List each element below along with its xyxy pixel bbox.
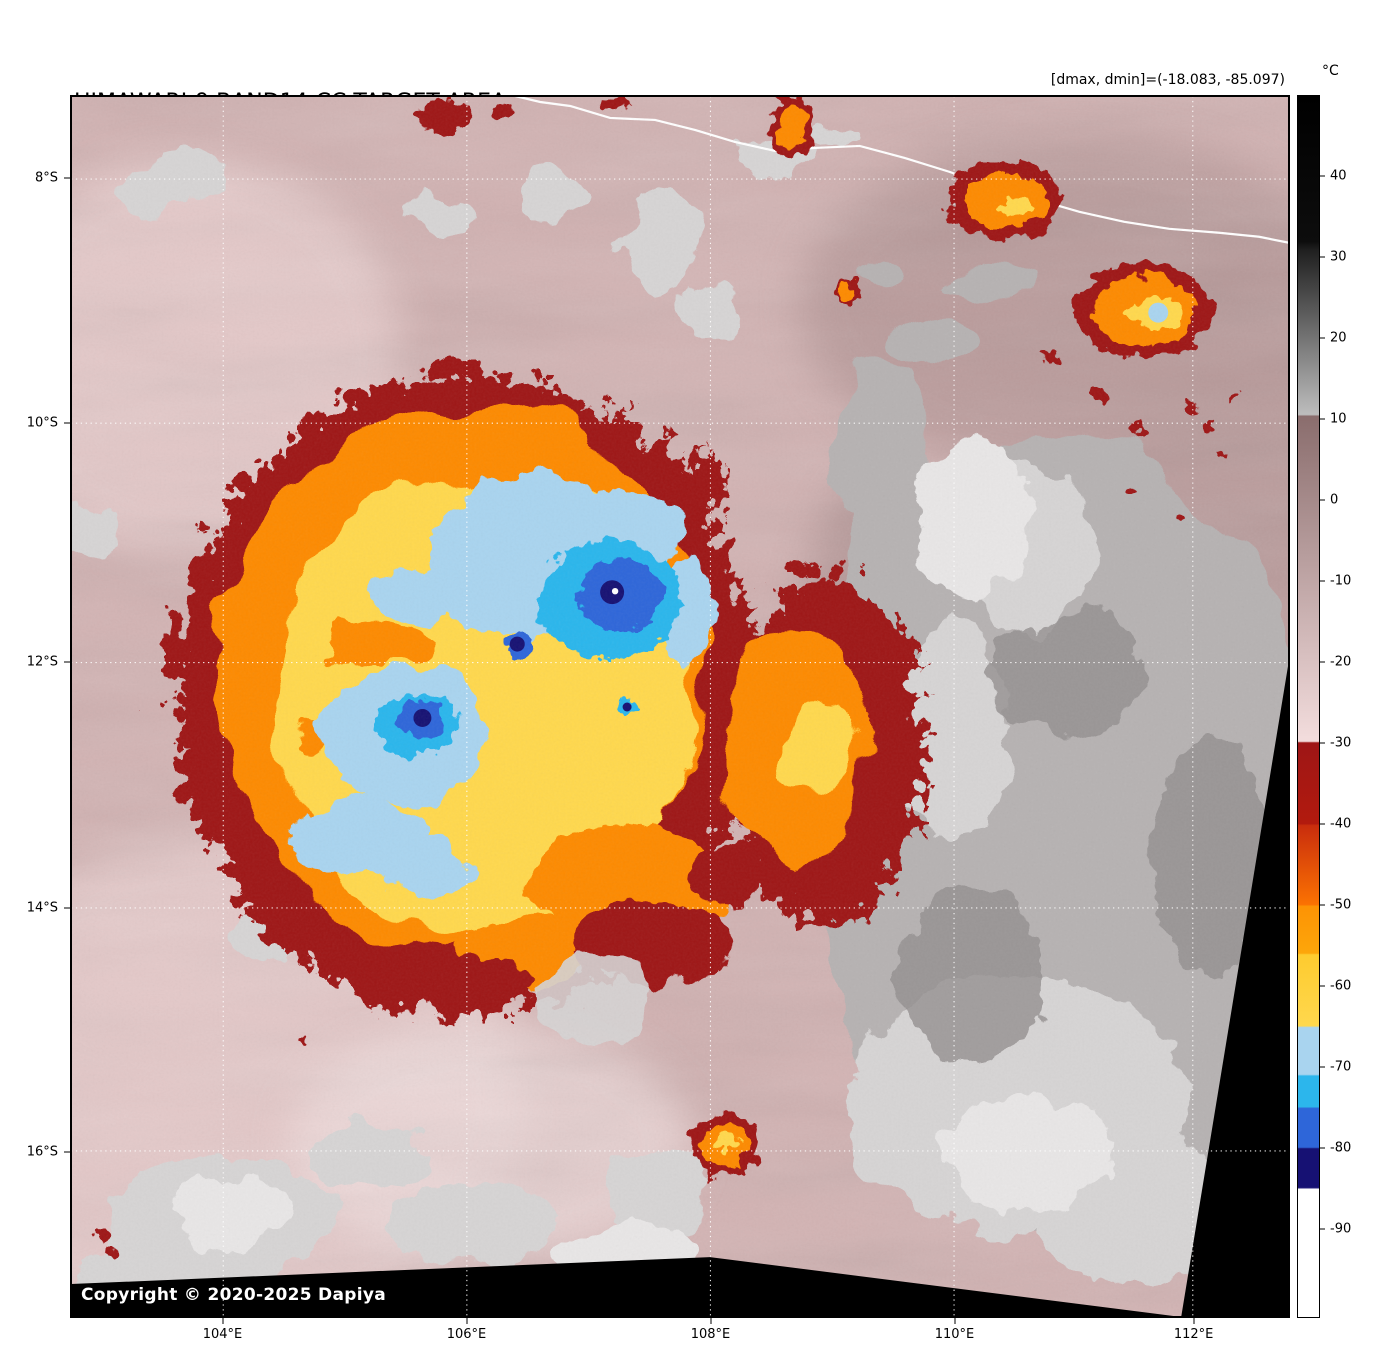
colorbar-tick-label: 0 [1330,492,1339,508]
lat-tick-label: 14°S [26,900,58,916]
colorbar-tick [1320,256,1325,258]
lon-tick [954,1318,955,1324]
colorbar-unit-label: °C [1322,63,1339,79]
colorbar-tick [1320,499,1325,501]
lat-tick [64,907,70,909]
lon-tick [1193,1318,1195,1324]
colorbar-ticks [1320,95,1325,1318]
lon-tick [710,1318,711,1324]
lon-tick-label: 112°E [1173,1327,1214,1342]
colorbar-tick-label: 20 [1330,330,1347,346]
lon-tick-label: 106°E [446,1327,487,1342]
latitude-axis-ticks [64,95,70,1318]
colorbar-tick [1320,337,1325,339]
lon-tick [222,1318,223,1324]
colorbar-tick-label: 40 [1330,168,1347,184]
lon-tick-label: 104°E [202,1327,243,1342]
temperature-colorbar [1297,95,1320,1318]
satellite-image [71,96,1289,1317]
lat-tick [64,422,70,424]
lon-tick [466,1318,467,1324]
fine-grain-overlay [71,96,1289,1317]
colorbar-tick [1320,418,1325,420]
colorbar-tick [1320,175,1325,177]
lat-tick-label: 16°S [26,1144,58,1160]
colorbar-tick [1320,1147,1325,1149]
lon-tick-label: 110°E [934,1327,975,1342]
colorbar-tick-label: -20 [1330,654,1352,670]
colorbar-tick-labels: 40 30 20 10 0 -10 -20 -30 -40 -50 -60 -70 -80 -90 [1330,95,1385,1318]
colorbar-tick [1320,742,1325,744]
longitude-axis: 104°E 106°E 108°E 110°E 112°E [70,1318,1290,1358]
colorbar-tick-label: -10 [1330,573,1352,589]
map-frame [71,96,1289,1317]
lat-tick-label: 8°S [34,170,58,186]
latitude-axis-labels: 8°S 10°S 12°S 14°S 16°S [0,95,64,1318]
colorbar-tick-label: -30 [1330,735,1352,751]
colorbar-tick-label: -90 [1330,1221,1352,1237]
colorbar-tick [1320,1066,1325,1068]
lon-tick-label: 108°E [690,1327,731,1342]
colorbar-tick [1320,904,1325,906]
colorbar-tick-label: -70 [1330,1059,1352,1075]
dmax-dmin-annotation: [dmax, dmin]=(-18.083, -85.097) [1050,72,1285,88]
colorbar-tick-label: 30 [1330,249,1347,265]
lat-tick-label: 12°S [26,654,58,670]
lat-tick [64,1151,70,1153]
colorbar-tick [1320,823,1325,825]
colorbar-tick-label: -40 [1330,816,1352,832]
colorbar-tick-label: -60 [1330,978,1352,994]
colorbar-tick-label: -50 [1330,897,1352,913]
colorbar-tick [1320,1228,1325,1230]
colorbar-tick-label: -80 [1330,1140,1352,1156]
copyright-text: Copyright © 2020-2025 Dapiya [81,1285,386,1305]
lat-tick-label: 10°S [26,415,58,431]
lat-tick [64,177,70,179]
colorbar-tick [1320,661,1325,663]
colorbar-tick [1320,985,1325,987]
colorbar-tick [1320,580,1325,582]
satellite-map-panel: Copyright © 2020-2025 Dapiya [70,95,1290,1318]
colorbar-tick-label: 10 [1330,411,1347,427]
lat-tick [64,661,70,663]
